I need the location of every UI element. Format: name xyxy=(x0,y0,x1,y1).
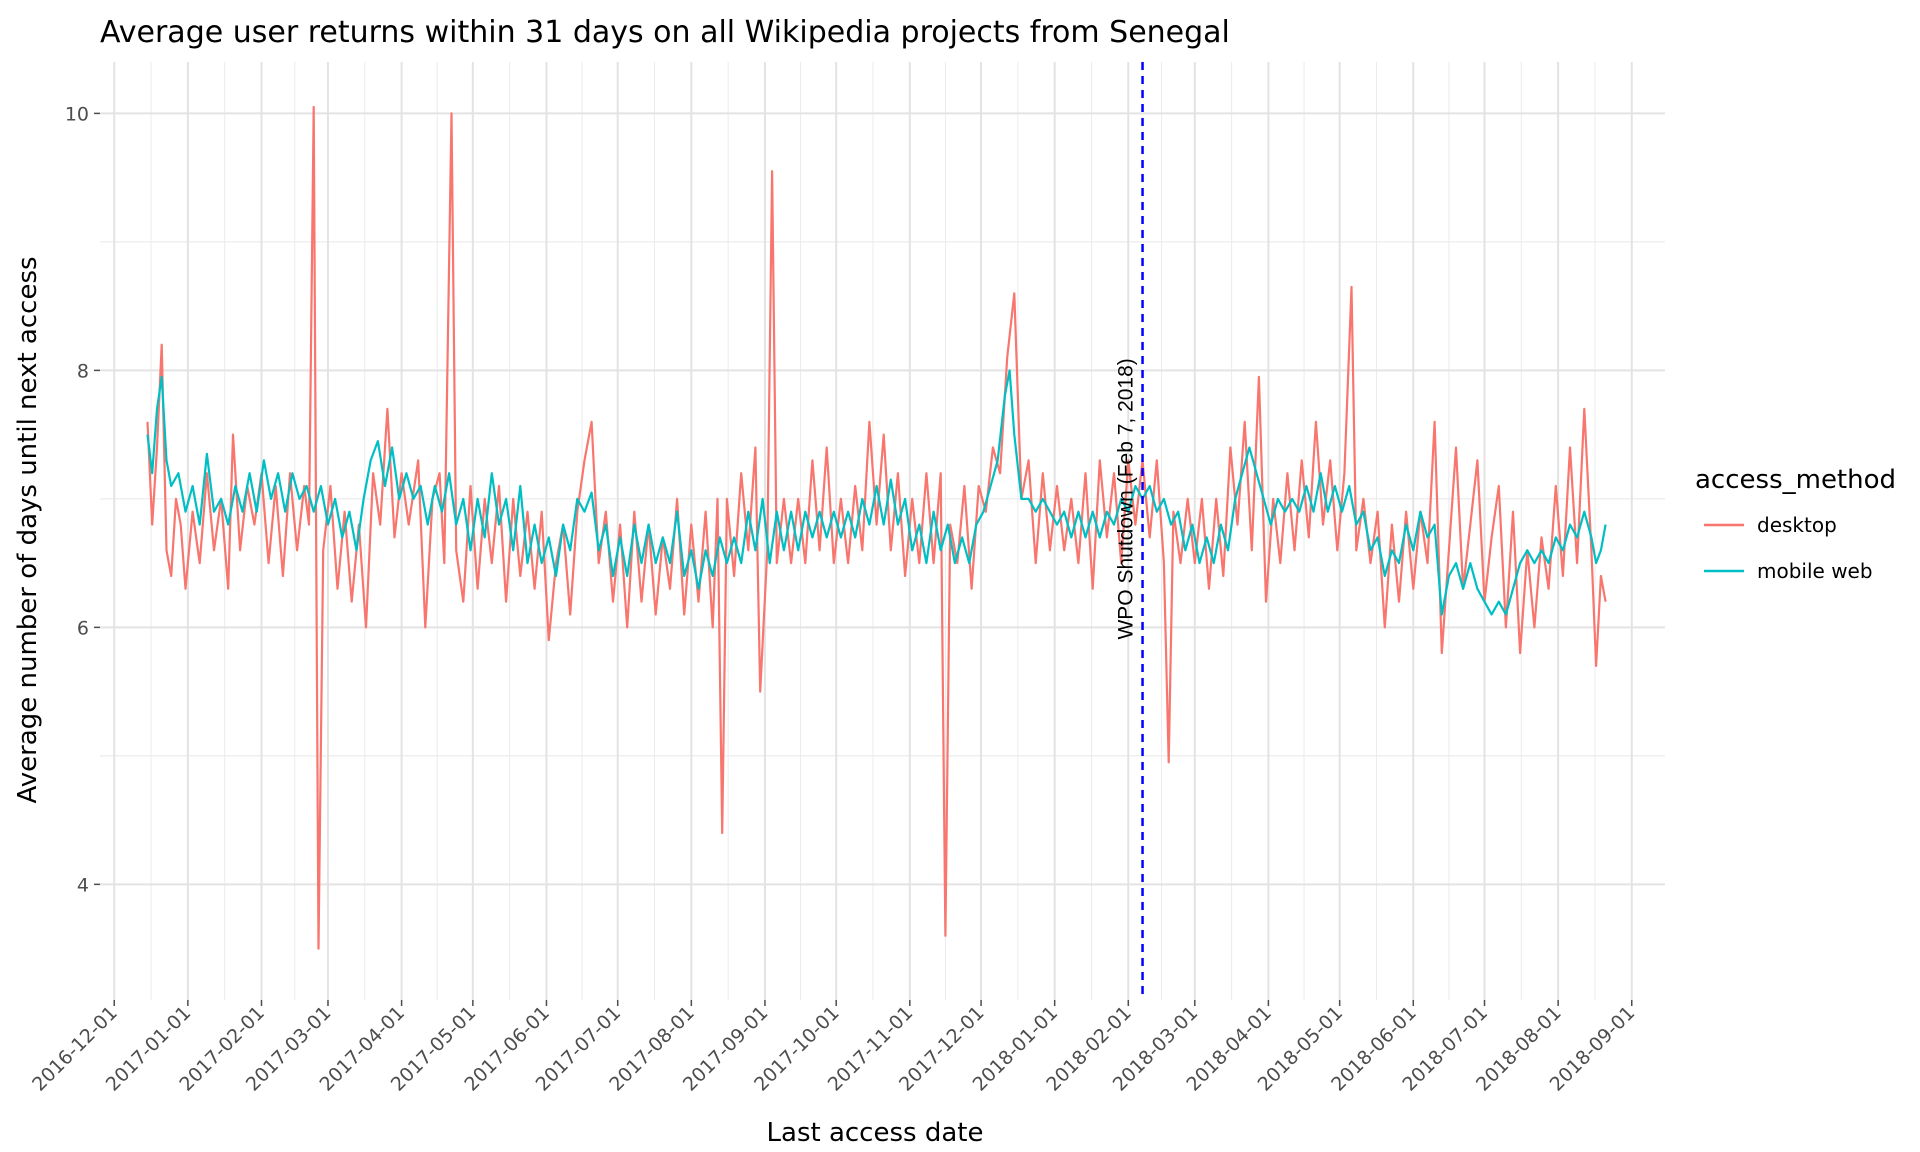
series-line-mobile-web xyxy=(146,369,1607,616)
legend-items: desktop mobile web xyxy=(1704,513,1873,583)
grid xyxy=(100,62,1665,1000)
chart-title: Average user returns within 31 days on a… xyxy=(100,15,1230,50)
shutdown-marker-label: WPO Shutdown (Feb 7, 2018) xyxy=(1115,358,1138,639)
legend-label-desktop: desktop xyxy=(1757,513,1837,537)
y-tick-label: 10 xyxy=(65,103,89,125)
y-tick-label: 8 xyxy=(77,360,89,382)
x-axis-title: Last access date xyxy=(767,1118,984,1148)
series-line-desktop xyxy=(146,105,1607,950)
annotations: WPO Shutdown (Feb 7, 2018) xyxy=(1115,62,1144,1000)
y-tick-label: 6 xyxy=(77,617,89,639)
y-axis-title: Average number of days until next access xyxy=(13,256,43,803)
legend-label-mobile-web: mobile web xyxy=(1757,559,1873,583)
x-axis-ticks: 2016-12-012017-01-012017-02-012017-03-01… xyxy=(28,1000,1639,1096)
y-tick-label: 4 xyxy=(77,874,89,896)
legend: access_method desktop mobile web xyxy=(1695,465,1896,583)
y-axis-ticks: 4 6 8 10 xyxy=(65,103,100,896)
legend-title: access_method xyxy=(1695,465,1896,495)
series-lines xyxy=(146,105,1607,950)
